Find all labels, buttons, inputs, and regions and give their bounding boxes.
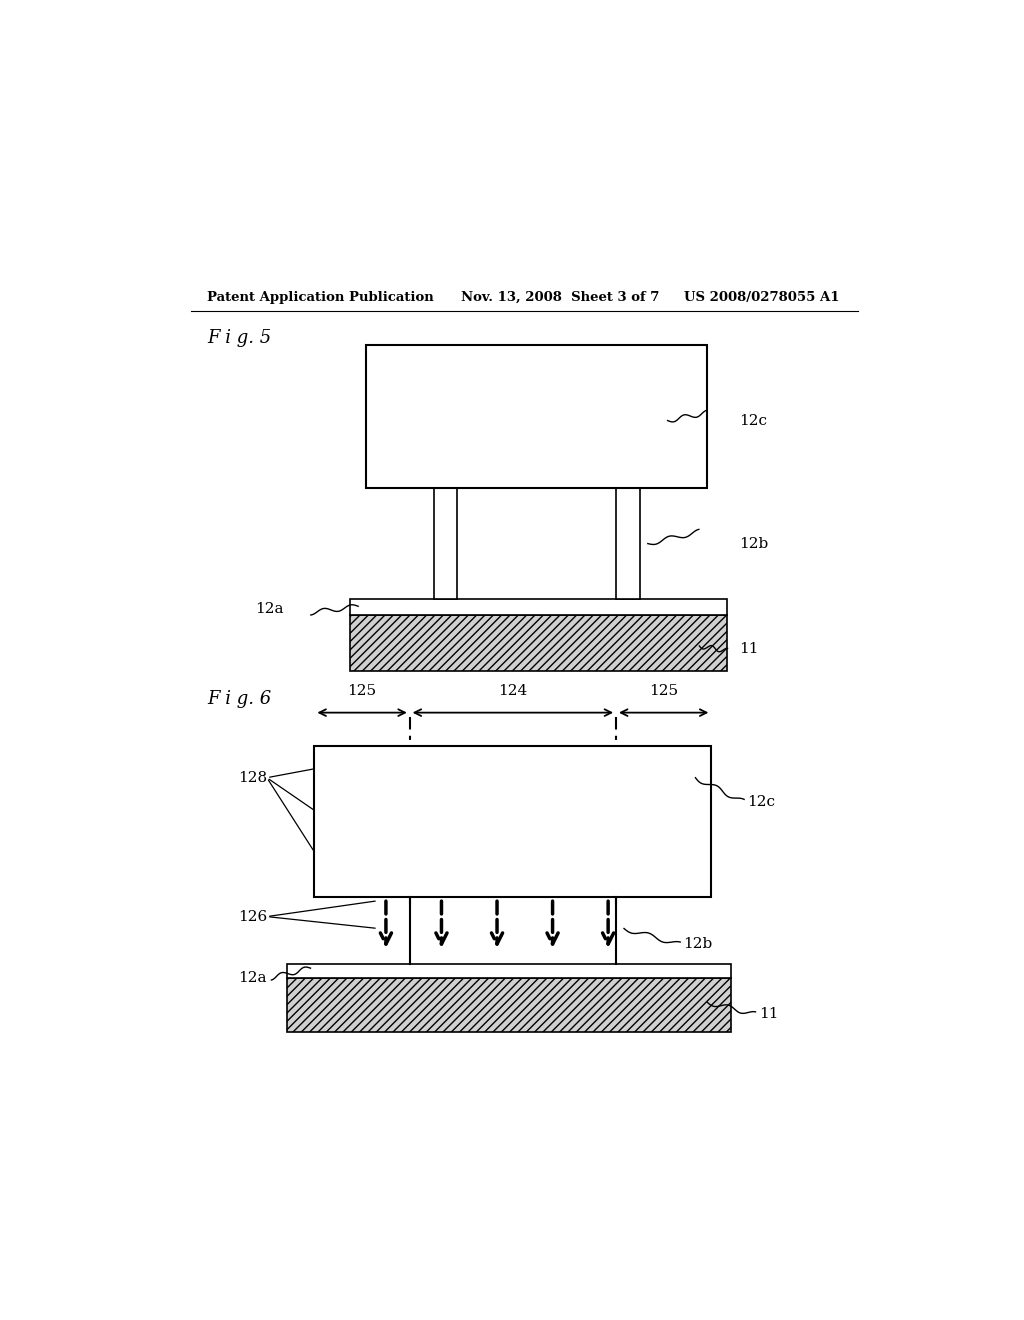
Text: 12b: 12b bbox=[684, 937, 713, 952]
Text: 125: 125 bbox=[649, 684, 678, 698]
Bar bbox=[616, 488, 640, 599]
Bar bbox=[433, 488, 458, 599]
Bar bbox=[287, 978, 731, 1032]
Text: Nov. 13, 2008  Sheet 3 of 7: Nov. 13, 2008 Sheet 3 of 7 bbox=[461, 292, 659, 304]
Bar bbox=[287, 978, 731, 1032]
Text: F i g. 6: F i g. 6 bbox=[207, 690, 271, 709]
Text: 125: 125 bbox=[347, 684, 377, 698]
Bar bbox=[367, 346, 708, 488]
Bar bbox=[314, 746, 712, 896]
Text: 124: 124 bbox=[499, 684, 527, 698]
Text: US 2008/0278055 A1: US 2008/0278055 A1 bbox=[684, 292, 839, 304]
Text: 11: 11 bbox=[739, 642, 759, 656]
Bar bbox=[350, 615, 727, 671]
Text: Patent Application Publication: Patent Application Publication bbox=[207, 292, 434, 304]
Text: 12c: 12c bbox=[739, 413, 767, 428]
Text: 12a: 12a bbox=[255, 602, 284, 616]
Bar bbox=[287, 964, 731, 978]
Text: 126: 126 bbox=[238, 909, 267, 924]
Text: 12a: 12a bbox=[239, 970, 267, 985]
Text: 12b: 12b bbox=[739, 537, 768, 550]
Text: 128: 128 bbox=[238, 771, 267, 784]
Text: F i g. 5: F i g. 5 bbox=[207, 329, 271, 347]
Text: 11: 11 bbox=[759, 1007, 778, 1022]
Text: 12c: 12c bbox=[748, 795, 775, 809]
Bar bbox=[350, 599, 727, 615]
Bar bbox=[350, 615, 727, 671]
